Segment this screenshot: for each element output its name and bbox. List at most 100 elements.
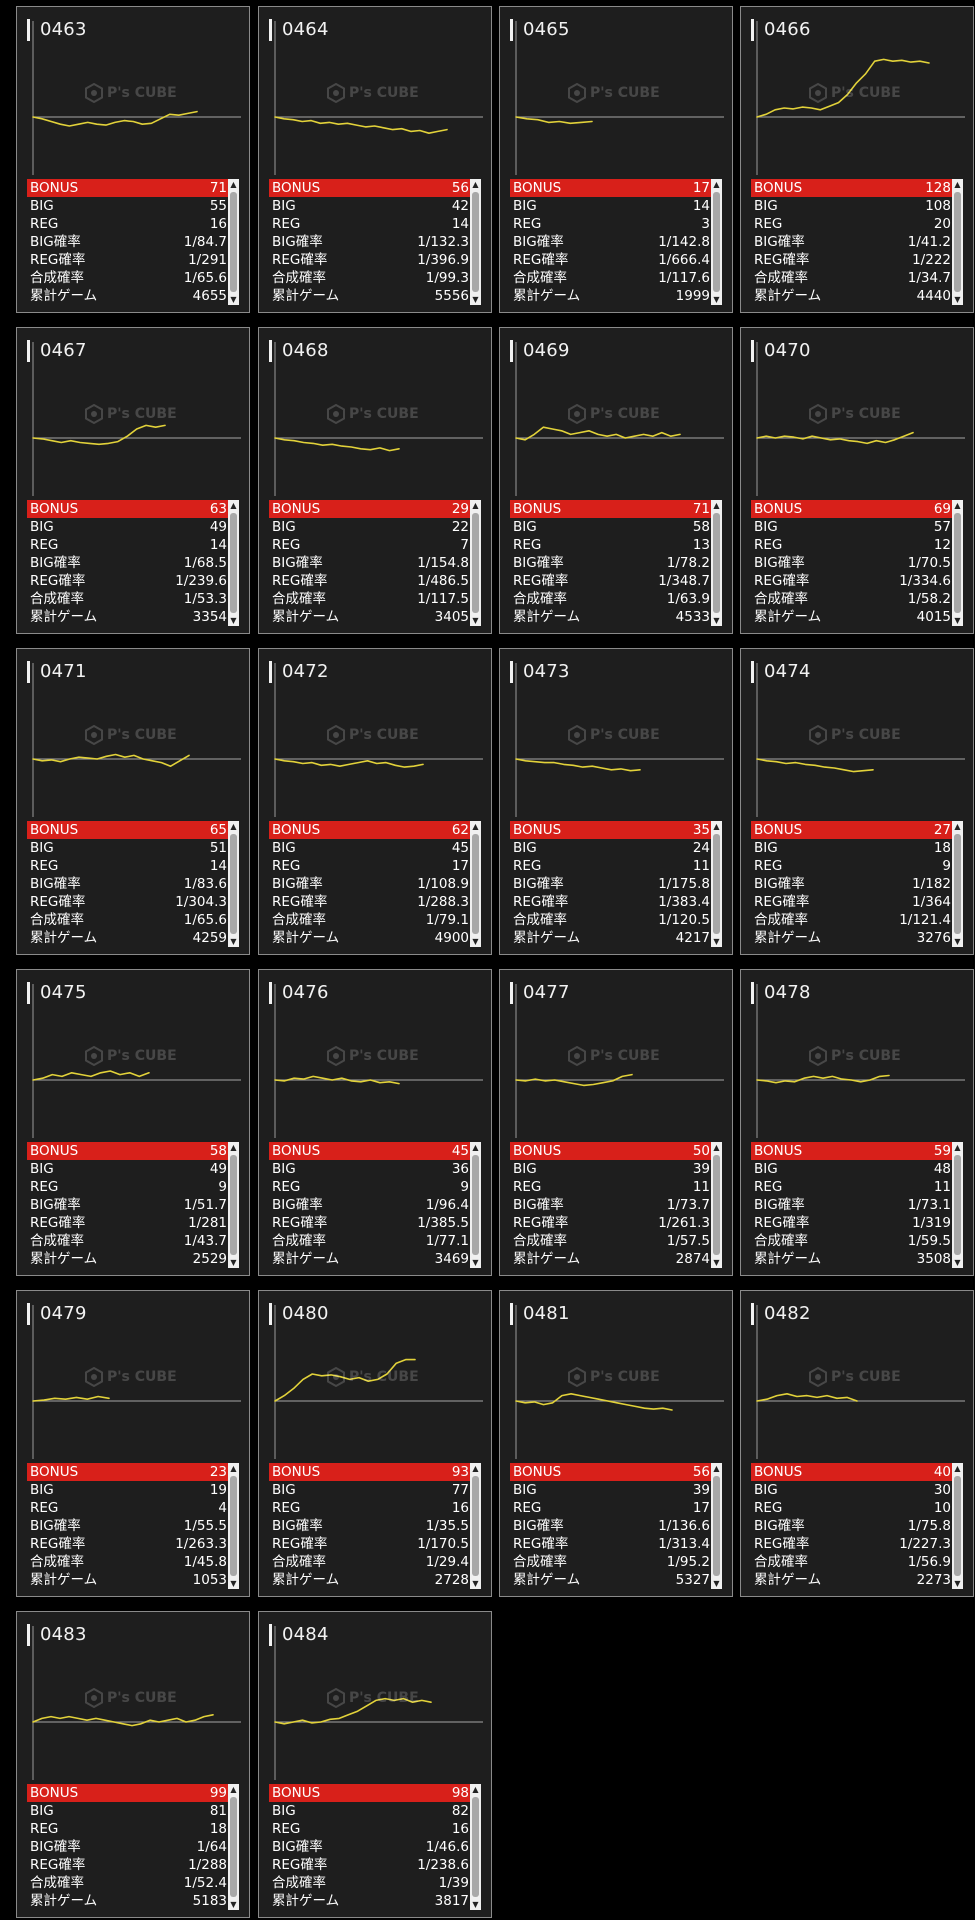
triangle-down-icon[interactable]: ▼: [472, 1900, 479, 1909]
machine-card[interactable]: P's CUBE 0469 BONUS 71 BIG 58 REG 13 BIG確率 1/78.2…: [499, 327, 733, 634]
scrollbar-thumb[interactable]: [230, 513, 237, 613]
triangle-down-icon[interactable]: ▼: [713, 295, 720, 304]
scrollbar[interactable]: ▲ ▼: [952, 1463, 963, 1589]
scrollbar-thumb[interactable]: [472, 1155, 479, 1255]
triangle-down-icon[interactable]: ▼: [954, 937, 961, 946]
scrollbar[interactable]: ▲ ▼: [470, 1784, 481, 1910]
scrollbar-thumb[interactable]: [230, 192, 237, 292]
triangle-up-icon[interactable]: ▲: [713, 1143, 720, 1152]
scrollbar[interactable]: ▲ ▼: [711, 1463, 722, 1589]
scrollbar[interactable]: ▲ ▼: [228, 500, 239, 626]
scrollbar-thumb[interactable]: [230, 834, 237, 934]
triangle-down-icon[interactable]: ▼: [472, 295, 479, 304]
machine-card[interactable]: P's CUBE 0472 BONUS 62 BIG 45 REG 17 BIG確率 1/108.…: [258, 648, 492, 955]
scrollbar-thumb[interactable]: [472, 192, 479, 292]
triangle-down-icon[interactable]: ▼: [230, 1579, 237, 1588]
machine-card[interactable]: P's CUBE 0482 BONUS 40 BIG 30 REG 10 BIG確率 1/75.8…: [740, 1290, 974, 1597]
machine-card[interactable]: P's CUBE 0476 BONUS 45 BIG 36 REG 9 BIG確率 1/96.4 R…: [258, 969, 492, 1276]
scrollbar[interactable]: ▲ ▼: [711, 1142, 722, 1268]
machine-card[interactable]: P's CUBE 0484 BONUS 98 BIG 82 REG 16 BIG確率 1/46.6…: [258, 1611, 492, 1918]
triangle-down-icon[interactable]: ▼: [713, 1258, 720, 1267]
triangle-up-icon[interactable]: ▲: [472, 822, 479, 831]
scrollbar-thumb[interactable]: [472, 1476, 479, 1576]
scrollbar-thumb[interactable]: [230, 1155, 237, 1255]
scrollbar-thumb[interactable]: [230, 1797, 237, 1897]
triangle-up-icon[interactable]: ▲: [472, 1785, 479, 1794]
scrollbar-thumb[interactable]: [954, 1476, 961, 1576]
machine-card[interactable]: P's CUBE 0467 BONUS 63 BIG 49 REG 14 BIG確率 1/68.5…: [16, 327, 250, 634]
scrollbar-thumb[interactable]: [472, 834, 479, 934]
triangle-down-icon[interactable]: ▼: [230, 295, 237, 304]
machine-card[interactable]: P's CUBE 0478 BONUS 59 BIG 48 REG 11 BIG確率 1/73.1…: [740, 969, 974, 1276]
triangle-down-icon[interactable]: ▼: [230, 616, 237, 625]
scrollbar-thumb[interactable]: [713, 1155, 720, 1255]
triangle-up-icon[interactable]: ▲: [230, 1785, 237, 1794]
triangle-up-icon[interactable]: ▲: [954, 1143, 961, 1152]
scrollbar-thumb[interactable]: [713, 192, 720, 292]
machine-card[interactable]: P's CUBE 0474 BONUS 27 BIG 18 REG 9 BIG確率 1/182 RE…: [740, 648, 974, 955]
machine-card[interactable]: P's CUBE 0481 BONUS 56 BIG 39 REG 17 BIG確率 1/136.…: [499, 1290, 733, 1597]
triangle-up-icon[interactable]: ▲: [472, 1464, 479, 1473]
triangle-down-icon[interactable]: ▼: [472, 937, 479, 946]
scrollbar[interactable]: ▲ ▼: [228, 821, 239, 947]
triangle-down-icon[interactable]: ▼: [954, 616, 961, 625]
triangle-down-icon[interactable]: ▼: [713, 937, 720, 946]
scrollbar[interactable]: ▲ ▼: [470, 500, 481, 626]
scrollbar[interactable]: ▲ ▼: [952, 179, 963, 305]
scrollbar-thumb[interactable]: [954, 834, 961, 934]
scrollbar-thumb[interactable]: [472, 513, 479, 613]
triangle-down-icon[interactable]: ▼: [472, 1258, 479, 1267]
machine-card[interactable]: P's CUBE 0466 BONUS 128 BIG 108 REG 20 BIG確率 1/41…: [740, 6, 974, 313]
machine-card[interactable]: P's CUBE 0463 BONUS 71 BIG 55 REG 16 BIG確率 1/84.7…: [16, 6, 250, 313]
triangle-up-icon[interactable]: ▲: [472, 501, 479, 510]
triangle-up-icon[interactable]: ▲: [230, 822, 237, 831]
scrollbar[interactable]: ▲ ▼: [228, 179, 239, 305]
triangle-up-icon[interactable]: ▲: [954, 822, 961, 831]
scrollbar-thumb[interactable]: [230, 1476, 237, 1576]
machine-card[interactable]: P's CUBE 0470 BONUS 69 BIG 57 REG 12 BIG確率 1/70.5…: [740, 327, 974, 634]
scrollbar[interactable]: ▲ ▼: [470, 1463, 481, 1589]
triangle-down-icon[interactable]: ▼: [472, 616, 479, 625]
scrollbar[interactable]: ▲ ▼: [470, 179, 481, 305]
triangle-up-icon[interactable]: ▲: [954, 501, 961, 510]
triangle-down-icon[interactable]: ▼: [472, 1579, 479, 1588]
triangle-up-icon[interactable]: ▲: [472, 180, 479, 189]
triangle-up-icon[interactable]: ▲: [713, 180, 720, 189]
scrollbar-thumb[interactable]: [713, 1476, 720, 1576]
machine-card[interactable]: P's CUBE 0477 BONUS 50 BIG 39 REG 11 BIG確率 1/73.7…: [499, 969, 733, 1276]
machine-card[interactable]: P's CUBE 0465 BONUS 17 BIG 14 REG 3 BIG確率 1/142.8…: [499, 6, 733, 313]
triangle-up-icon[interactable]: ▲: [230, 501, 237, 510]
scrollbar[interactable]: ▲ ▼: [470, 1142, 481, 1268]
triangle-up-icon[interactable]: ▲: [954, 1464, 961, 1473]
machine-card[interactable]: P's CUBE 0479 BONUS 23 BIG 19 REG 4 BIG確率 1/55.5 R…: [16, 1290, 250, 1597]
scrollbar-thumb[interactable]: [954, 513, 961, 613]
machine-card[interactable]: P's CUBE 0468 BONUS 29 BIG 22 REG 7 BIG確率 1/154.8…: [258, 327, 492, 634]
scrollbar[interactable]: ▲ ▼: [228, 1784, 239, 1910]
scrollbar-thumb[interactable]: [954, 192, 961, 292]
triangle-down-icon[interactable]: ▼: [230, 1900, 237, 1909]
triangle-down-icon[interactable]: ▼: [954, 1258, 961, 1267]
scrollbar[interactable]: ▲ ▼: [470, 821, 481, 947]
machine-card[interactable]: P's CUBE 0464 BONUS 56 BIG 42 REG 14 BIG確率 1/132.…: [258, 6, 492, 313]
scrollbar[interactable]: ▲ ▼: [711, 500, 722, 626]
scrollbar[interactable]: ▲ ▼: [952, 821, 963, 947]
triangle-up-icon[interactable]: ▲: [230, 180, 237, 189]
triangle-up-icon[interactable]: ▲: [713, 822, 720, 831]
scrollbar[interactable]: ▲ ▼: [711, 179, 722, 305]
triangle-up-icon[interactable]: ▲: [713, 1464, 720, 1473]
scrollbar[interactable]: ▲ ▼: [228, 1463, 239, 1589]
scrollbar-thumb[interactable]: [954, 1155, 961, 1255]
triangle-down-icon[interactable]: ▼: [230, 937, 237, 946]
triangle-down-icon[interactable]: ▼: [954, 295, 961, 304]
machine-card[interactable]: P's CUBE 0480 BONUS 93 BIG 77 REG 16 BIG確率 1/35.5…: [258, 1290, 492, 1597]
triangle-up-icon[interactable]: ▲: [472, 1143, 479, 1152]
triangle-down-icon[interactable]: ▼: [230, 1258, 237, 1267]
triangle-down-icon[interactable]: ▼: [954, 1579, 961, 1588]
scrollbar[interactable]: ▲ ▼: [711, 821, 722, 947]
scrollbar[interactable]: ▲ ▼: [952, 500, 963, 626]
scrollbar-thumb[interactable]: [713, 834, 720, 934]
scrollbar-thumb[interactable]: [713, 513, 720, 613]
scrollbar[interactable]: ▲ ▼: [952, 1142, 963, 1268]
machine-card[interactable]: P's CUBE 0475 BONUS 58 BIG 49 REG 9 BIG確率 1/51.7 R…: [16, 969, 250, 1276]
triangle-up-icon[interactable]: ▲: [230, 1464, 237, 1473]
